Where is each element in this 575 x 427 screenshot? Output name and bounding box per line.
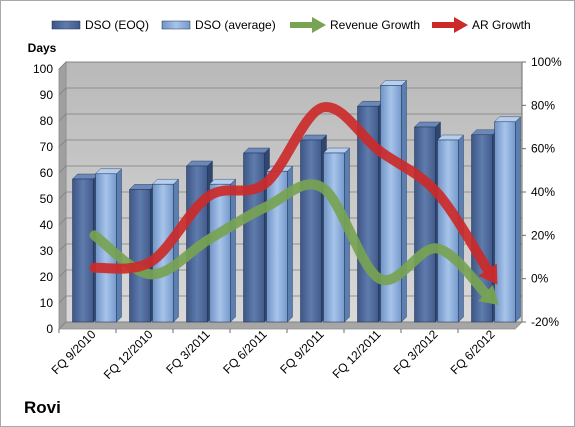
gridline-side — [58, 295, 67, 304]
legend-label: AR Growth — [472, 18, 531, 32]
y2-tick-label: 80% — [531, 98, 555, 112]
y2-tick-label: -20% — [531, 315, 559, 329]
y-tick-label: 20 — [40, 270, 54, 284]
growth-lines — [89, 102, 499, 306]
y2-tick-label: 40% — [531, 185, 555, 199]
legend-item: Revenue Growth — [290, 17, 420, 33]
gridline-side — [58, 87, 67, 96]
y-tick-label: 10 — [40, 296, 54, 310]
y2-tick-label: 20% — [531, 228, 555, 242]
y2-tick-label: 0% — [531, 272, 549, 286]
x-tick-label: FQ 3/2012 — [391, 327, 441, 377]
legend-item: AR Growth — [432, 17, 531, 33]
gridline-side — [58, 165, 67, 174]
y-tick-label: 80 — [40, 114, 54, 128]
legend-item: DSO (average) — [161, 18, 276, 32]
legend-label: DSO (EOQ) — [85, 18, 149, 32]
bar — [414, 126, 436, 323]
y-tick-label: 0 — [46, 322, 53, 336]
x-tick-label: FQ 12/2010 — [101, 327, 156, 382]
bar-side — [515, 116, 521, 323]
bar — [494, 121, 516, 323]
series-arrowhead — [478, 263, 498, 285]
x-tick-label: FQ 3/2011 — [163, 327, 213, 377]
legend-swatch — [161, 20, 191, 30]
bar-side — [116, 168, 122, 323]
gridline-side — [58, 113, 67, 122]
bar — [129, 189, 151, 323]
y-tick-label: 60 — [40, 166, 54, 180]
brand-label: Rovi — [24, 398, 61, 417]
series-line — [89, 179, 491, 299]
x-tick-label: FQ 6/2012 — [448, 327, 498, 377]
y-tick-label: 70 — [40, 140, 54, 154]
y2-tick-label: 60% — [531, 142, 555, 156]
series-arrowhead — [478, 284, 499, 306]
gridline-side — [58, 61, 67, 70]
legend-label: Revenue Growth — [330, 18, 420, 32]
bar — [323, 152, 345, 323]
y-tick-label: 40 — [40, 218, 54, 232]
x-tick-label: FQ 9/2011 — [277, 327, 327, 377]
gridline-side — [58, 139, 67, 148]
legend: DSO (EOQ) DSO (average) Revenue Growth AR G… — [51, 17, 531, 33]
x-tick-label: FQ 9/2010 — [49, 327, 99, 377]
bar-side — [401, 79, 407, 323]
legend-label: DSO (average) — [195, 18, 276, 32]
gridline-side — [58, 321, 67, 330]
bar — [380, 85, 402, 323]
legend-item: DSO (EOQ) — [51, 18, 149, 32]
y-tick-label: 50 — [40, 192, 54, 206]
bar — [437, 139, 459, 323]
bar — [243, 152, 265, 323]
y2-tick-label: 100% — [531, 55, 562, 69]
legend-arrowhead — [312, 17, 326, 33]
bar — [209, 183, 231, 323]
y-tick-label: 100 — [33, 62, 53, 76]
bar-side — [230, 178, 236, 323]
legend-swatch — [51, 20, 81, 30]
y-axis-title: Days — [28, 41, 57, 55]
x-tick-label: FQ 6/2011 — [220, 327, 270, 377]
gridline-side — [58, 269, 67, 278]
series-line — [89, 102, 493, 275]
gridline-side — [58, 243, 67, 252]
bar — [72, 178, 94, 323]
bar — [300, 139, 322, 323]
y-tick-label: 30 — [40, 244, 54, 258]
x-tick-label: FQ 12/2011 — [330, 327, 384, 381]
plot-floor — [58, 321, 523, 330]
gridline-side — [58, 217, 67, 226]
bar-side — [173, 178, 179, 323]
gridline-side — [58, 191, 67, 200]
legend-arrowhead — [454, 17, 468, 33]
y-tick-label: 90 — [40, 88, 54, 102]
